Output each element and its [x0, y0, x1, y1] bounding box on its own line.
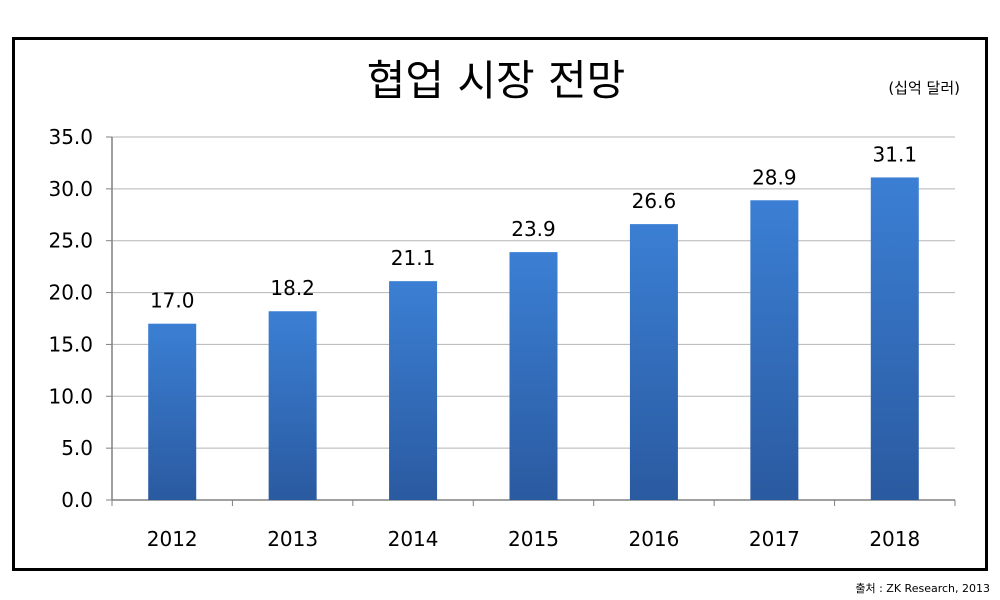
data-label: 18.2	[270, 276, 315, 300]
y-tick-label: 35.0	[48, 125, 93, 149]
bar-2016	[629, 224, 678, 500]
x-tick-label: 2012	[147, 527, 198, 551]
bars	[148, 177, 919, 500]
bar-2018	[870, 177, 919, 500]
y-tick-label: 25.0	[48, 229, 93, 253]
data-label: 17.0	[150, 289, 195, 313]
x-tick-label: 2013	[267, 527, 318, 551]
bar-2013	[268, 311, 317, 500]
source-note: 출처 : ZK Research, 2013	[855, 582, 990, 595]
bar-2014	[389, 281, 438, 500]
bar-2017	[750, 200, 799, 500]
x-tick-label: 2014	[388, 527, 439, 551]
data-labels: 17.0 18.2 21.1 23.9 26.6 28.9 31.1	[150, 142, 917, 312]
data-label: 26.6	[632, 189, 677, 213]
y-axis: 0.0 5.0 10.0 15.0 20.0 25.0 30.0 35.0	[48, 125, 113, 512]
chart-title: 협업 시장 전망	[367, 56, 626, 105]
x-tick-label: 2016	[628, 527, 679, 551]
data-label: 28.9	[752, 165, 797, 189]
bar-2012	[148, 323, 197, 500]
y-tick-label: 30.0	[48, 177, 93, 201]
bar-2015	[509, 252, 558, 500]
y-tick-label: 20.0	[48, 281, 93, 305]
x-tick-label: 2015	[508, 527, 559, 551]
y-tick-label: 5.0	[61, 436, 93, 460]
y-tick-label: 15.0	[48, 332, 93, 356]
x-axis: 2012 2013 2014 2015 2016 2017 2018	[111, 500, 956, 551]
y-tick-label: 0.0	[61, 488, 93, 512]
x-tick-label: 2018	[869, 527, 920, 551]
x-tick-label: 2017	[749, 527, 800, 551]
data-label: 31.1	[873, 142, 918, 166]
unit-label: (십억 달러)	[888, 79, 960, 97]
data-label: 23.9	[511, 217, 556, 241]
y-tick-label: 10.0	[48, 384, 93, 408]
data-label: 21.1	[391, 246, 436, 270]
